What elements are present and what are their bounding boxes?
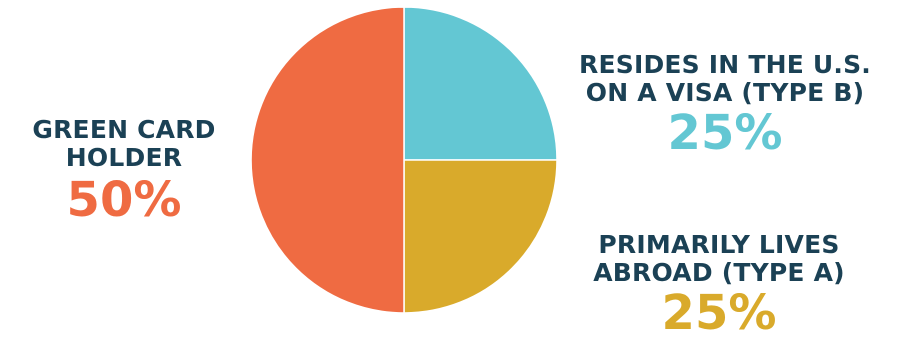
pie-slice-abroad-type-a bbox=[403, 159, 558, 314]
pie-slice-green-card bbox=[250, 6, 405, 314]
slice-label-line: ON A VISA (TYPE B) bbox=[585, 78, 865, 107]
slice-label-line: HOLDER bbox=[65, 143, 183, 172]
label-visa-type-b: RESIDES IN THE U.S. ON A VISA (TYPE B) 2… bbox=[560, 50, 890, 161]
slice-label-line: GREEN CARD bbox=[32, 115, 216, 144]
slice-label-line: ABROAD (TYPE A) bbox=[593, 258, 845, 287]
slice-label-line: PRIMARILY LIVES bbox=[598, 230, 840, 259]
label-green-card-holder: GREEN CARD HOLDER 50% bbox=[8, 115, 240, 228]
label-abroad-type-a: PRIMARILY LIVES ABROAD (TYPE A) 25% bbox=[560, 230, 878, 341]
slice-percent-visa: 25% bbox=[667, 105, 783, 161]
pie-slice-visa-type-b bbox=[403, 6, 558, 161]
slice-percent-green-card: 50% bbox=[66, 172, 182, 228]
slice-label-line: RESIDES IN THE U.S. bbox=[579, 50, 871, 79]
slice-percent-abroad: 25% bbox=[661, 285, 777, 341]
